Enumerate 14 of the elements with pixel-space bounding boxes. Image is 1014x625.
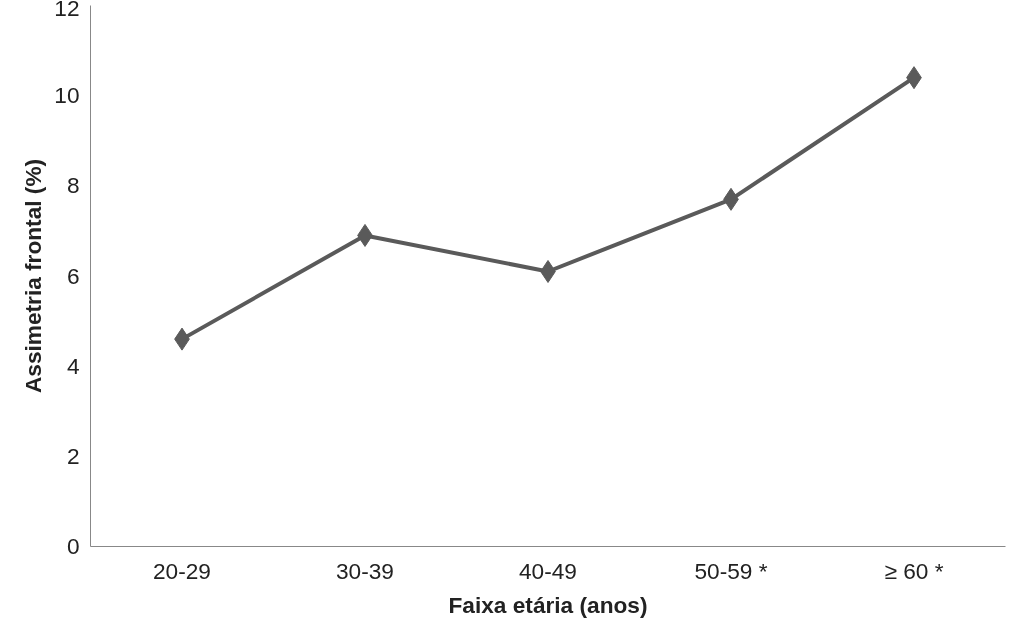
x-tick-label: 20-29: [153, 557, 211, 584]
y-tick-label: 4: [66, 352, 80, 379]
y-tick-label: 6: [66, 262, 80, 289]
y-axis-title: Assimetria frontal (%): [20, 158, 47, 394]
y-tick-label: 10: [54, 82, 80, 109]
y-tick-label: 2: [66, 442, 80, 469]
x-tick-label: 30-39: [336, 557, 394, 584]
y-tick-label: 8: [66, 172, 80, 199]
y-tick-label: 12: [54, 0, 80, 21]
x-tick-label: 50-59 *: [694, 557, 768, 584]
x-tick-label: ≥ 60 *: [884, 557, 944, 584]
x-axis-title: Faixa etária (anos): [448, 591, 648, 618]
x-tick-label: 40-49: [519, 557, 577, 584]
y-tick-label: 0: [66, 533, 80, 559]
